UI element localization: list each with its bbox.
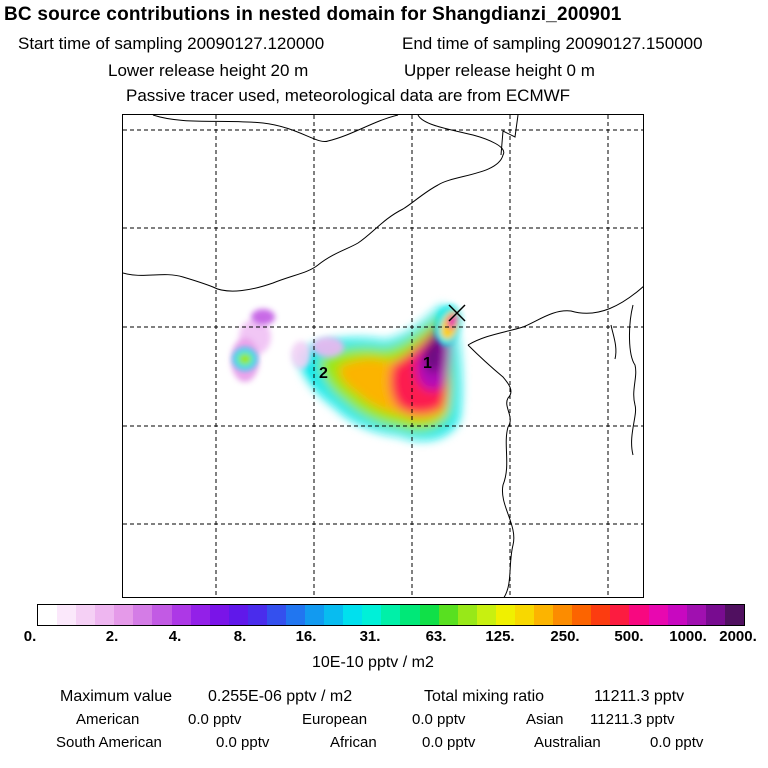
tracer-note: Passive tracer used, meteorological data… [126,86,571,105]
colorbar-swatch [419,605,439,625]
colorbar-units: 10E-10 pptv / m2 [312,654,434,671]
region-name-american: American [76,711,140,728]
colorbar-tick: 2000. [719,628,757,645]
region-value-asian: 11211.3 pptv [590,711,675,728]
colorbar-swatch [438,605,458,625]
release-upper: Upper release height 0 m [404,61,595,80]
colorbar-swatch [266,605,287,625]
plot-title: BC source contributions in nested domain… [4,4,622,25]
region-name-asian: Asian [526,711,564,728]
plume-field [231,305,462,440]
colorbar-swatch [95,605,115,625]
colorbar-swatch [343,605,363,625]
colorbar-swatch [457,605,477,625]
colorbar-swatch [686,605,706,625]
colorbar-swatch [362,605,382,625]
colorbar-tick: 0. [23,628,37,645]
colorbar-swatch [667,605,687,625]
colorbar-swatch [629,605,649,625]
receptor-cross-marker [448,304,466,322]
release-lower: Lower release height 20 m [108,61,309,80]
region-value-european: 0.0 pptv [412,711,466,728]
colorbar-swatch [648,605,668,625]
region-name-african: African [330,734,377,751]
colorbar-tick: 8. [233,628,247,645]
coastlines [123,115,643,597]
colorbar-swatch [247,605,267,625]
colorbar-swatch [724,605,744,625]
colorbar-swatch [114,605,134,625]
region-name-south-american: South American [56,734,162,751]
source-label-2: 2 [319,365,328,382]
colorbar-swatch [57,605,77,625]
colorbar-swatch [152,605,172,625]
colorbar-tick: 1000. [669,628,707,645]
colorbar-swatch [514,605,535,625]
map-panel[interactable]: 1 2 [122,114,644,598]
colorbar-swatch [534,605,554,625]
lat-lon-grid [123,115,643,597]
colorbar-swatch [133,605,153,625]
colorbar-tick: 4. [168,628,182,645]
colorbar-tick: 500. [614,628,644,645]
colorbar-tick: 31. [359,628,381,645]
colorbar [37,604,745,626]
region-name-european: European [302,711,368,728]
colorbar-swatch [171,605,191,625]
region-value-south-american: 0.0 pptv [216,734,270,751]
colorbar-swatch [705,605,725,625]
colorbar-swatch [476,605,496,625]
region-name-australian: Australian [534,734,601,751]
colorbar-tick: 63. [425,628,447,645]
total-mixing-label: Total mixing ratio [424,688,545,705]
colorbar-swatch [610,605,630,625]
max-value-label: Maximum value [60,688,173,705]
colorbar-swatch [381,605,401,625]
colorbar-tick: 2. [105,628,119,645]
colorbar-tick: 250. [550,628,580,645]
colorbar-swatch [286,605,306,625]
region-value-american: 0.0 pptv [188,711,242,728]
colorbar-swatch [591,605,611,625]
colorbar-swatch [209,605,229,625]
colorbar-swatch [324,605,344,625]
colorbar-swatch [228,605,248,625]
sampling-end: End time of sampling 20090127.150000 [402,34,703,53]
map-canvas [123,115,643,597]
max-value: 0.255E-06 pptv / m2 [208,688,353,705]
region-value-australian: 0.0 pptv [650,734,704,751]
colorbar-swatch [190,605,210,625]
colorbar-swatch [572,605,592,625]
colorbar-swatch [76,605,96,625]
sampling-start: Start time of sampling 20090127.120000 [18,34,325,53]
colorbar-swatch [38,605,58,625]
colorbar-tick: 125. [485,628,515,645]
total-mixing-value: 11211.3 pptv [594,688,685,705]
colorbar-swatch [553,605,573,625]
colorbar-swatch [495,605,515,625]
colorbar-swatch [400,605,420,625]
colorbar-swatch [305,605,325,625]
source-label-1: 1 [423,355,432,372]
colorbar-tick: 16. [295,628,317,645]
region-value-african: 0.0 pptv [422,734,476,751]
